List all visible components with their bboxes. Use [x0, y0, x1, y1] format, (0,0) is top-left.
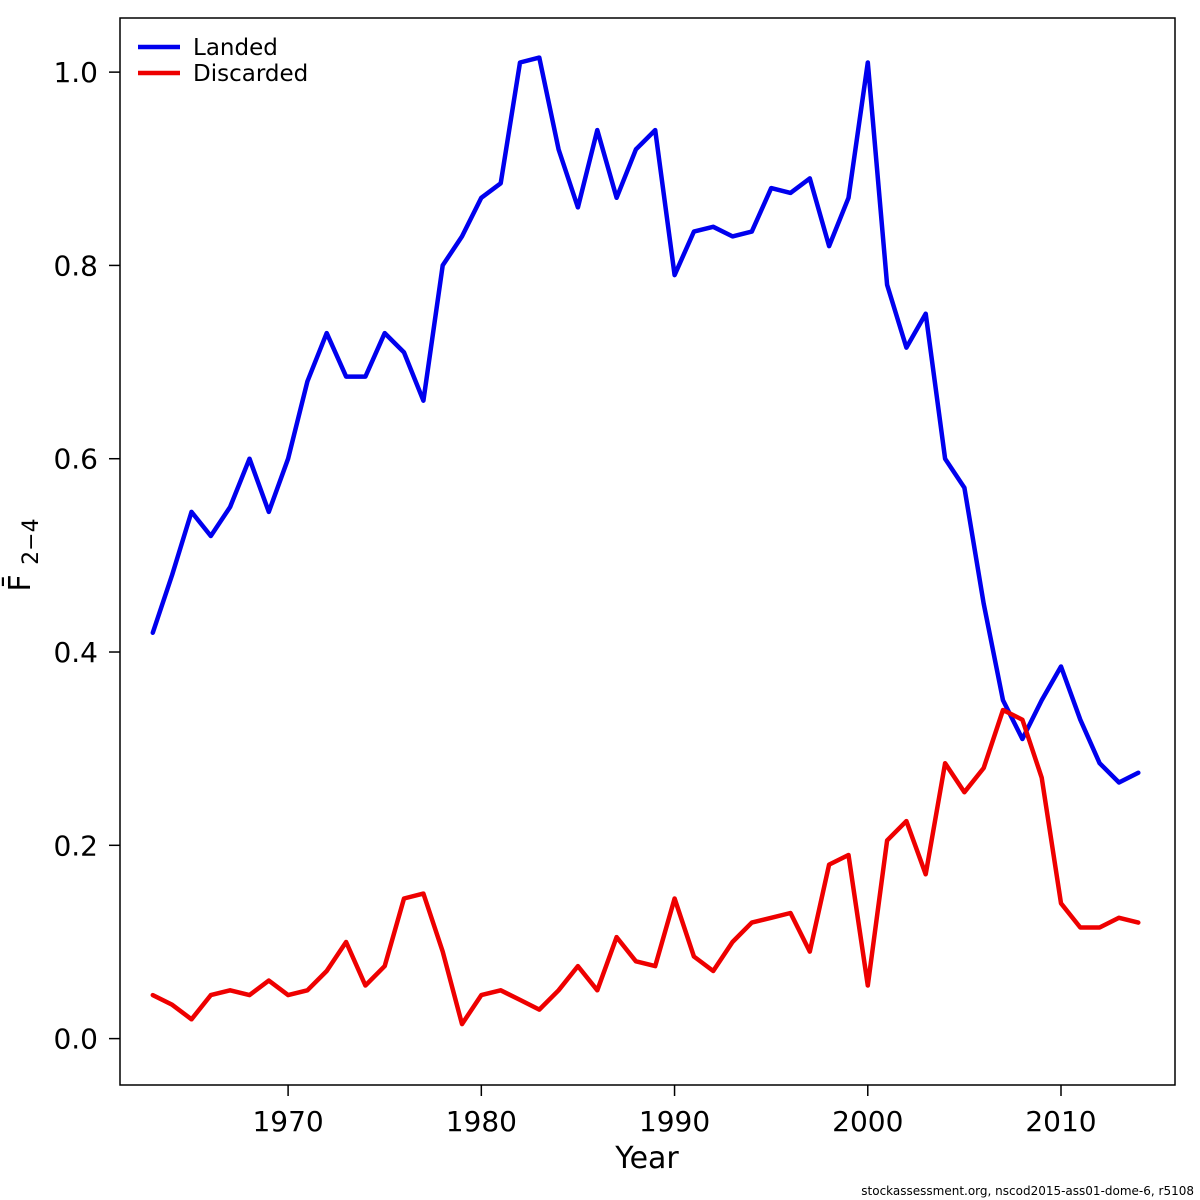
- y-axis-label-subscript: 2−4: [19, 518, 44, 564]
- x-tick-label: 1970: [252, 1105, 323, 1138]
- plot-frame: [119, 17, 1176, 1086]
- legend-label-discarded: Discarded: [193, 61, 308, 87]
- y-tick-label: 0.2: [53, 829, 98, 862]
- y-axis: 0.0 0.2 0.4 0.6 0.8 1.0: [53, 56, 120, 1056]
- y-axis-label: F̄ 2−4: [2, 518, 44, 591]
- x-tick-label: 1990: [639, 1105, 710, 1138]
- y-tick-label: 1.0: [53, 56, 98, 89]
- landed-line: [150, 55, 1141, 785]
- x-axis-label: Year: [614, 1141, 679, 1176]
- y-tick-label: 0.0: [53, 1023, 98, 1056]
- y-tick-label: 0.8: [53, 249, 98, 282]
- x-tick-label: 1980: [446, 1105, 517, 1138]
- x-tick-label: 2000: [832, 1105, 903, 1138]
- legend-label-landed: Landed: [193, 35, 278, 61]
- discarded-line: [150, 707, 1141, 1027]
- y-tick-label: 0.6: [53, 443, 98, 476]
- watermark: stockassessment.org, nscod2015-ass01-dom…: [861, 1184, 1194, 1198]
- x-tick-label: 2010: [1025, 1105, 1096, 1138]
- y-tick-label: 0.4: [53, 636, 98, 669]
- y-axis-label-main: F̄: [2, 574, 38, 591]
- x-axis: 1970 1980 1990 2000 2010: [252, 1085, 1097, 1138]
- legend: Landed Discarded: [138, 35, 308, 87]
